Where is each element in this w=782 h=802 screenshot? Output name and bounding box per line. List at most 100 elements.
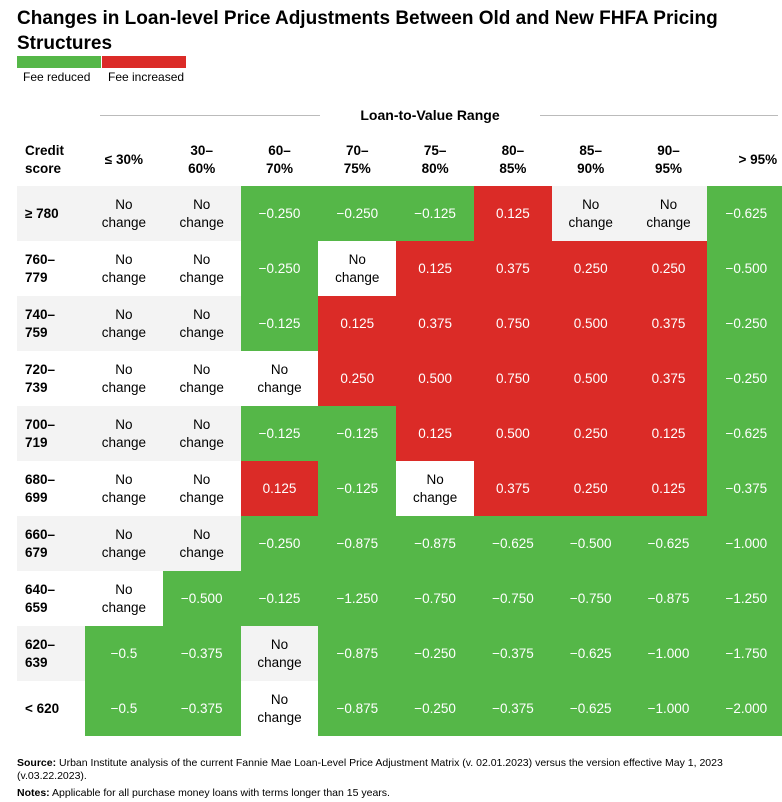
table-cell: 0.125 bbox=[629, 461, 708, 516]
table-cell: 0.125 bbox=[629, 406, 708, 461]
table-cell: 0.500 bbox=[551, 351, 630, 406]
table-cell: No change bbox=[162, 351, 241, 406]
table-cell: No change bbox=[396, 461, 474, 516]
table-cell: −0.125 bbox=[396, 186, 474, 241]
table-cell: −0.125 bbox=[318, 406, 397, 461]
table-cell: No change bbox=[162, 186, 241, 241]
table-cell: −0.5 bbox=[85, 626, 163, 681]
table-cell: −2.000 bbox=[707, 681, 782, 736]
table-cell: −0.625 bbox=[629, 516, 708, 571]
table-cell: −0.625 bbox=[707, 186, 782, 241]
table-cell: −0.375 bbox=[162, 626, 241, 681]
table-cell: No change bbox=[85, 406, 163, 461]
column-header: 30– 60% bbox=[188, 143, 216, 176]
legend-label: Fee reduced bbox=[23, 70, 91, 84]
table-cell: 0.500 bbox=[474, 406, 552, 461]
table-cell: No change bbox=[85, 516, 163, 571]
table-cell: 0.125 bbox=[474, 186, 552, 241]
table-cell: −0.250 bbox=[240, 516, 319, 571]
table-cell: −0.500 bbox=[162, 571, 241, 626]
table-cell: No change bbox=[85, 186, 163, 241]
table-cell: No change bbox=[318, 241, 397, 296]
table-cell: 0.250 bbox=[551, 461, 630, 516]
column-header: > 95% bbox=[738, 152, 778, 167]
table-cell: No change bbox=[85, 241, 163, 296]
table-cell: −0.250 bbox=[707, 351, 782, 406]
row-header: < 620 bbox=[17, 681, 85, 736]
table-cell: −1.000 bbox=[707, 516, 782, 571]
table-cell: −0.375 bbox=[474, 626, 552, 681]
row-header: 680– 699 bbox=[17, 461, 85, 516]
table-cell: No change bbox=[240, 626, 319, 681]
table-cell: −1.750 bbox=[707, 626, 782, 681]
table-cell: −0.250 bbox=[707, 296, 782, 351]
column-header: ≤ 30% bbox=[104, 152, 143, 167]
table-cell: No change bbox=[240, 681, 319, 736]
table-cell: 0.375 bbox=[629, 296, 708, 351]
table-cell: −0.625 bbox=[707, 406, 782, 461]
table-cell: −0.250 bbox=[396, 626, 474, 681]
legend-swatch bbox=[102, 56, 186, 68]
table-cell: 0.250 bbox=[551, 406, 630, 461]
table-cell: −0.500 bbox=[551, 516, 630, 571]
table-cell: −0.250 bbox=[240, 186, 319, 241]
table-cell: −0.500 bbox=[707, 241, 782, 296]
table-cell: −0.125 bbox=[318, 461, 397, 516]
table-cell: No change bbox=[85, 461, 163, 516]
table-cell: 0.250 bbox=[318, 351, 397, 406]
row-header: 660– 679 bbox=[17, 516, 85, 571]
table-cell: No change bbox=[162, 516, 241, 571]
table-cell: −0.375 bbox=[162, 681, 241, 736]
table-cell: 0.375 bbox=[629, 351, 708, 406]
table-cell: −0.625 bbox=[551, 626, 630, 681]
table-cell: −0.875 bbox=[318, 516, 397, 571]
source-text: Urban Institute analysis of the current … bbox=[17, 757, 723, 782]
table-cell: −0.125 bbox=[240, 296, 319, 351]
column-header: 85– 90% bbox=[577, 143, 605, 176]
table-cell: −0.625 bbox=[551, 681, 630, 736]
row-header: 740– 759 bbox=[17, 296, 85, 351]
row-header: ≥ 780 bbox=[17, 186, 85, 241]
table-cell: 0.125 bbox=[240, 461, 319, 516]
table-cell: −0.750 bbox=[396, 571, 474, 626]
table-cell: −0.875 bbox=[629, 571, 708, 626]
table-cell: −0.375 bbox=[707, 461, 782, 516]
column-header: Credit score bbox=[25, 143, 65, 176]
table-cell: No change bbox=[551, 186, 630, 241]
row-header: 720– 739 bbox=[17, 351, 85, 406]
table-cell: −0.750 bbox=[551, 571, 630, 626]
table-cell: −0.250 bbox=[396, 681, 474, 736]
column-header: 80– 85% bbox=[499, 143, 527, 176]
table-cell: No change bbox=[162, 406, 241, 461]
table-cell: No change bbox=[162, 461, 241, 516]
table-cell: 0.125 bbox=[318, 296, 397, 351]
notes-label: Notes: bbox=[17, 787, 50, 799]
table-cell: No change bbox=[162, 241, 241, 296]
row-header: 760– 779 bbox=[17, 241, 85, 296]
table-cell: No change bbox=[240, 351, 319, 406]
table-cell: 0.750 bbox=[474, 296, 552, 351]
table-cell: −0.375 bbox=[474, 681, 552, 736]
table-cell: −0.125 bbox=[240, 571, 319, 626]
table-cell: −1.000 bbox=[629, 681, 708, 736]
title: Changes in Loan-level Price Adjustments … bbox=[17, 8, 718, 54]
table-cell: No change bbox=[85, 296, 163, 351]
column-header: 70– 75% bbox=[343, 143, 371, 176]
table-cell: −0.625 bbox=[474, 516, 552, 571]
table-cell: −0.750 bbox=[474, 571, 552, 626]
notes: Notes: Applicable for all purchase money… bbox=[17, 787, 767, 800]
table-cell: 0.375 bbox=[396, 296, 474, 351]
row-header: 700– 719 bbox=[17, 406, 85, 461]
table-cell: No change bbox=[629, 186, 708, 241]
table-cell: 0.375 bbox=[474, 241, 552, 296]
table-cell: 0.375 bbox=[474, 461, 552, 516]
table-cell: −0.875 bbox=[318, 626, 397, 681]
table-cell: −0.5 bbox=[85, 681, 163, 736]
legend-label: Fee increased bbox=[108, 70, 185, 84]
source-label: Source: bbox=[17, 757, 57, 769]
column-header: 60– 70% bbox=[265, 143, 293, 176]
column-header: 75– 80% bbox=[421, 143, 449, 176]
table-cell: −0.875 bbox=[396, 516, 474, 571]
row-header: 620– 639 bbox=[17, 626, 85, 681]
